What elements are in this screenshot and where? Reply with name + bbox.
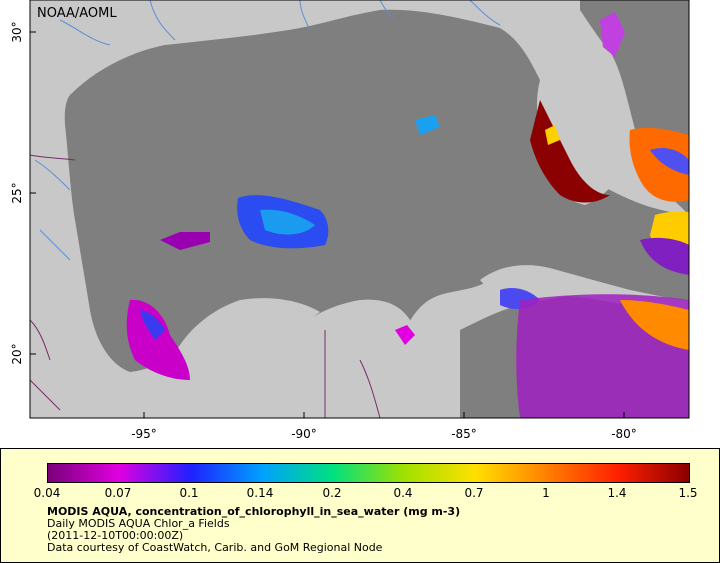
lat-ticks xyxy=(30,31,36,355)
lat-label-25: 25° xyxy=(10,182,24,203)
colorbar-tick-9: 1.5 xyxy=(678,486,698,500)
colorbar-tick-3: 0.14 xyxy=(246,486,274,500)
gulf-of-mexico xyxy=(64,9,689,418)
colorbar-tick-0: 0.04 xyxy=(33,486,61,500)
legend-title: MODIS AQUA, concentration_of_chlorophyll… xyxy=(47,505,461,518)
colorbar xyxy=(47,463,690,483)
lon-label-80: -80° xyxy=(611,427,637,441)
lat-label-20: 20° xyxy=(10,343,24,364)
map-frame xyxy=(29,0,690,419)
legend-subtitle-1: Daily MODIS AQUA Chlor_a Fields xyxy=(47,517,230,530)
colorbar-tick-7: 1 xyxy=(542,486,550,500)
credit-label: NOAA/AOML xyxy=(37,6,117,21)
chlorophyll-data-patches xyxy=(126,12,689,418)
colorbar-tick-5: 0.4 xyxy=(393,486,413,500)
lon-ticks xyxy=(143,412,625,418)
legend-subtitle-2: (2011-12-10T00:00:00Z) xyxy=(47,529,184,542)
colorbar-tick-2: 0.1 xyxy=(179,486,199,500)
colorbar-tick-6: 0.7 xyxy=(464,486,484,500)
legend-subtitle-3: Data courtesy of CoastWatch, Carib. and … xyxy=(47,541,383,554)
colorbar-tick-1: 0.07 xyxy=(104,486,132,500)
colorbar-tick-4: 0.2 xyxy=(322,486,342,500)
lat-label-30: 30° xyxy=(10,21,24,42)
lon-label-95: -95° xyxy=(131,427,157,441)
yucatan-peninsula xyxy=(288,299,411,418)
country-borders xyxy=(29,154,381,419)
lon-label-85: -85° xyxy=(451,427,477,441)
lon-label-90: -90° xyxy=(291,427,317,441)
rivers xyxy=(34,0,501,261)
colorbar-tick-8: 1.4 xyxy=(607,486,627,500)
